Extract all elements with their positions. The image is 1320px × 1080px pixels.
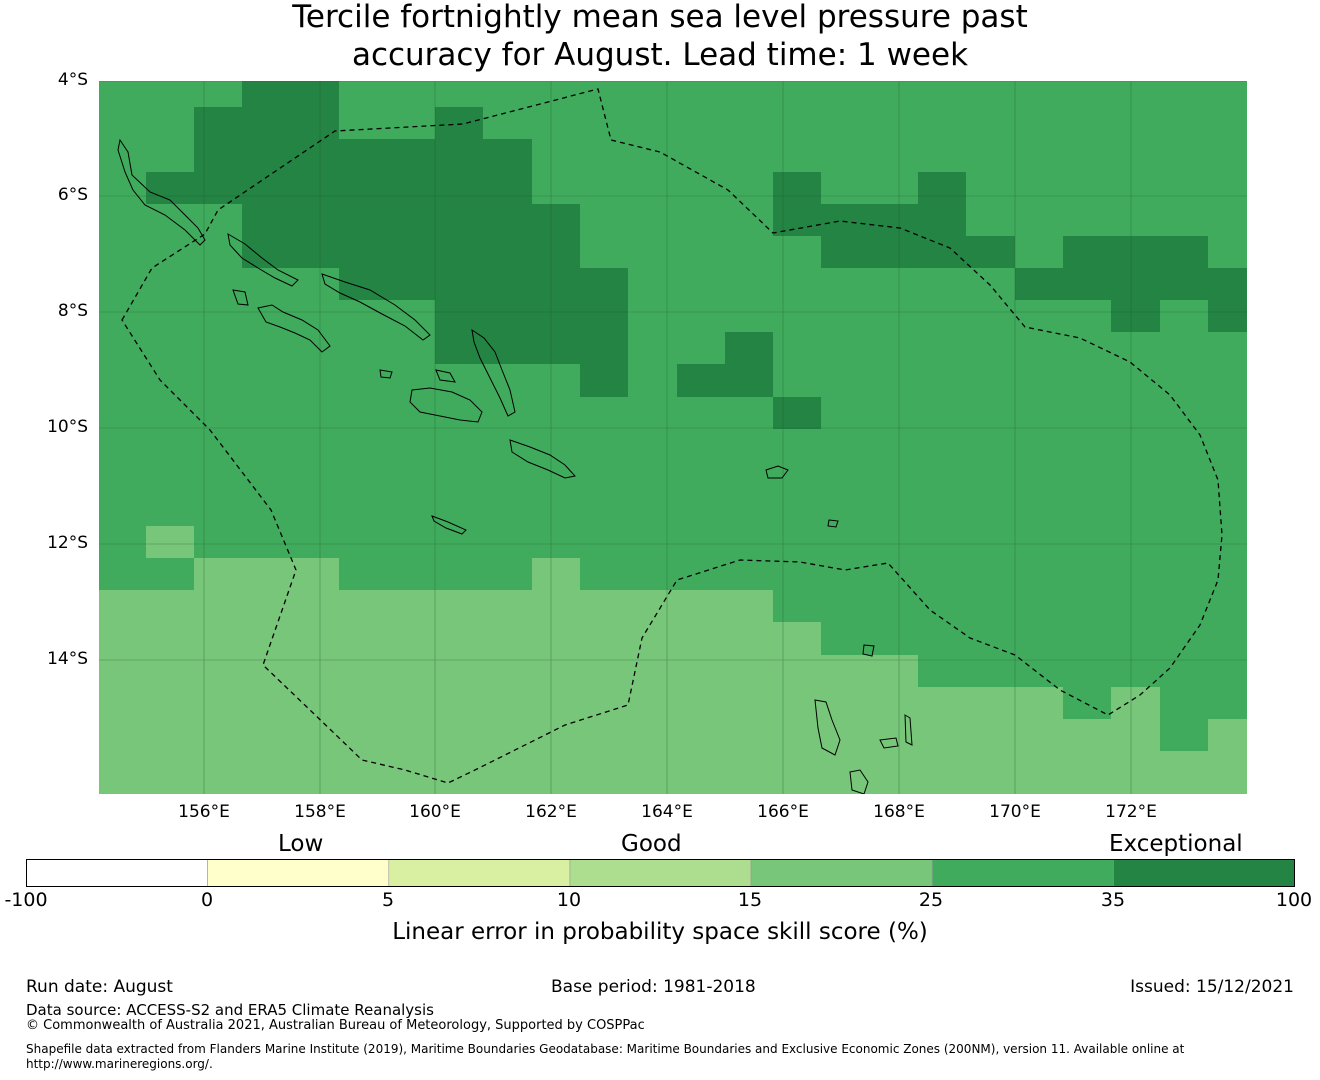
copyright: © Commonwealth of Australia 2021, Austra… [26, 1018, 645, 1033]
island-maewo [904, 714, 913, 746]
island-banks [862, 644, 875, 657]
skill-region-35-100-west [146, 81, 628, 397]
island-small-1 [232, 289, 249, 306]
lon-label: 168°E [873, 802, 925, 822]
colorbar-tick: -100 [4, 889, 48, 911]
island-espiritu-santo [814, 699, 841, 756]
colorbar-tick: 0 [200, 889, 214, 911]
title-line-2: accuracy for August. Lead time: 1 week [351, 37, 969, 73]
lon-label: 172°E [1105, 802, 1157, 822]
data-source: Data source: ACCESS-S2 and ERA5 Climate … [26, 1001, 434, 1019]
map-title: Tercile fortnightly mean sea level press… [0, 0, 1320, 74]
island-ambae [879, 737, 899, 749]
island-makira [509, 439, 576, 479]
lon-label: 164°E [641, 802, 693, 822]
skill-region-35-100-central [677, 332, 773, 397]
lat-label: 10°S [47, 417, 88, 437]
title-line-1: Tercile fortnightly mean sea level press… [292, 0, 1028, 35]
category-low: Low [278, 831, 324, 857]
colorbar-swatch [1113, 859, 1295, 887]
lon-label: 156°E [178, 802, 230, 822]
base-period: Base period: 1981-2018 [551, 977, 756, 997]
island-rennell [431, 515, 467, 535]
island-guadalcanal [409, 387, 483, 423]
island-small-2 [379, 369, 393, 379]
island-choiseul [227, 233, 299, 287]
island-bougainville [117, 138, 206, 246]
colorbar [26, 859, 1295, 887]
lat-label: 12°S [47, 533, 88, 553]
skill-cell-35-100 [435, 107, 483, 139]
colorbar-tick: 15 [737, 889, 763, 911]
island-vanikoro [827, 519, 839, 528]
skill-cell-35-100 [773, 397, 821, 429]
island-santa-isabel [321, 273, 431, 341]
lat-label: 14°S [47, 649, 88, 669]
gridlines [99, 81, 1247, 794]
island-small-3 [435, 369, 456, 383]
island-malakula [849, 769, 869, 794]
lat-label: 6°S [57, 185, 88, 205]
colorbar-tick: 5 [381, 889, 395, 911]
island-new-georgia [257, 304, 331, 353]
colorbar-title: Linear error in probability space skill … [392, 919, 928, 945]
skill-cell-15-25 [146, 526, 194, 558]
lat-label: 8°S [57, 301, 88, 321]
colorbar-swatch [931, 859, 1114, 887]
issued-date: Issued: 15/12/2021 [1130, 977, 1294, 997]
colorbar-swatch [26, 859, 208, 887]
colorbar-swatch [388, 859, 571, 887]
skill-region-35-100-east [773, 172, 1247, 332]
shapefile-credit: Shapefile data extracted from Flanders M… [26, 1042, 1185, 1071]
category-good: Good [621, 831, 682, 857]
lon-label: 166°E [757, 802, 809, 822]
run-date: Run date: August [26, 977, 173, 997]
colorbar-tick: 25 [918, 889, 944, 911]
lon-label: 158°E [294, 802, 346, 822]
colorbar-swatch [750, 859, 933, 887]
category-exceptional: Exceptional [1109, 831, 1243, 857]
colorbar-swatch [569, 859, 752, 887]
island-santa-cruz [765, 465, 789, 479]
eez-boundary [121, 88, 1223, 784]
island-malaita [471, 328, 516, 417]
lon-label: 162°E [525, 802, 577, 822]
lon-label: 160°E [409, 802, 461, 822]
lon-label: 170°E [989, 802, 1041, 822]
coastlines [117, 138, 913, 794]
lat-label: 4°S [57, 70, 88, 90]
colorbar-tick: 10 [556, 889, 582, 911]
colorbar-swatch [207, 859, 390, 887]
skill-region-15-25 [99, 558, 1247, 794]
skill-field [99, 81, 1247, 794]
colorbar-tick: 100 [1275, 889, 1313, 911]
colorbar-tick: 35 [1100, 889, 1126, 911]
